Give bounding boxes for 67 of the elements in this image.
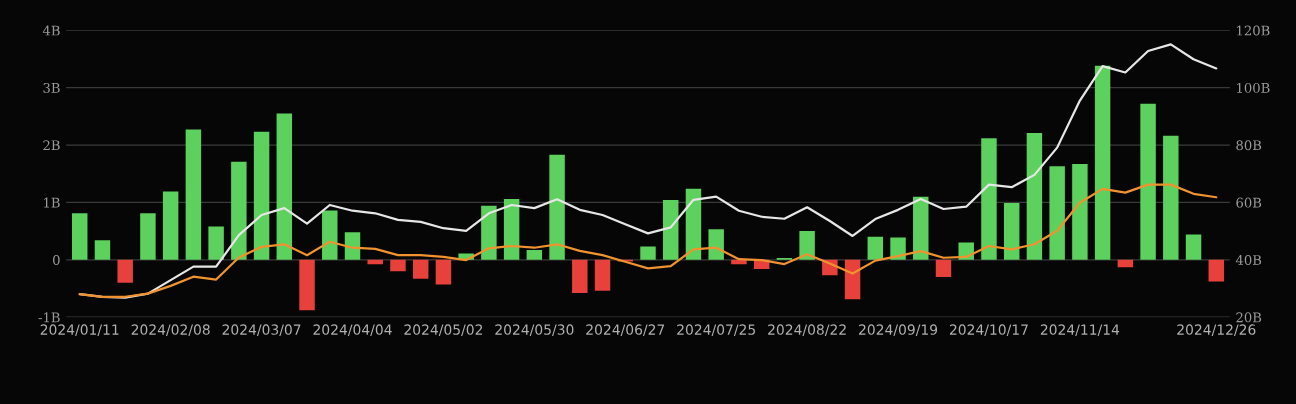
bar (412, 259, 429, 279)
bar (1003, 202, 1020, 260)
bar (390, 259, 406, 272)
bar (1140, 103, 1156, 260)
bar (162, 191, 179, 260)
y-tick-label: 4B (42, 25, 60, 36)
line-series (78, 183, 1218, 298)
y-tick-label: 2B (43, 140, 60, 151)
y2-tick-label: 40B (1235, 254, 1262, 265)
bar (435, 259, 452, 285)
x-tick-label: 2024/11/14 (1040, 324, 1120, 336)
x-tick-label: 2024/03/07 (222, 324, 301, 336)
bar (526, 250, 543, 260)
x-tick-label: 2024/02/08 (131, 324, 210, 336)
bar (1117, 259, 1134, 268)
x-tick-label: 2024/06/27 (586, 324, 665, 336)
bar (503, 198, 520, 260)
bar (185, 129, 202, 260)
y2-tick-label: 100B (1237, 82, 1270, 93)
y-tick-label: 3B (43, 82, 60, 93)
bar (594, 259, 611, 291)
bar (890, 237, 906, 260)
bar (1094, 65, 1111, 260)
x-tick-label: 2024/12/26 (1177, 324, 1256, 336)
x-tick-label: 2024/01/11 (40, 324, 119, 336)
bar (913, 196, 929, 260)
y2-tick-label: 60B (1236, 197, 1262, 208)
bar (344, 232, 361, 260)
bar (481, 205, 497, 260)
x-tick-label: 2024/07/25 (677, 324, 755, 336)
bar (72, 213, 88, 260)
bar (867, 236, 884, 260)
bar (276, 113, 293, 260)
bar (640, 246, 656, 260)
bar (708, 229, 724, 260)
bar (1208, 259, 1224, 282)
bar (981, 138, 997, 260)
bar (1163, 135, 1179, 260)
bar (1072, 163, 1088, 260)
y-tick-label: -1B (38, 312, 60, 323)
y-tick-label: 0 (53, 254, 60, 265)
bar (140, 213, 156, 260)
bar (935, 259, 952, 277)
x-tick-label: 2024/10/17 (949, 324, 1028, 336)
bar (94, 240, 111, 260)
bar (572, 259, 588, 294)
bar (1049, 166, 1065, 260)
x-tick-label: 2024/04/04 (313, 324, 392, 336)
x-tick-label: 2024/05/30 (495, 324, 574, 336)
bar (208, 226, 224, 260)
y2-tick-label: 20B (1236, 312, 1262, 323)
bar (322, 210, 338, 260)
bar (1026, 132, 1043, 260)
bar (663, 200, 679, 260)
y-tick-label: 1B (44, 197, 60, 208)
bar (231, 161, 247, 260)
bar (549, 154, 565, 260)
y2-tick-label: 120B (1237, 25, 1270, 36)
bar (799, 231, 815, 260)
bar (1185, 234, 1202, 260)
bar (299, 259, 315, 311)
y2-tick-label: 80B (1236, 140, 1262, 151)
bar (117, 259, 133, 283)
x-tick-label: 2024/09/19 (859, 324, 938, 336)
x-tick-label: 2024/08/22 (768, 324, 846, 336)
x-tick-label: 2024/05/02 (404, 324, 483, 336)
bar (253, 131, 270, 260)
